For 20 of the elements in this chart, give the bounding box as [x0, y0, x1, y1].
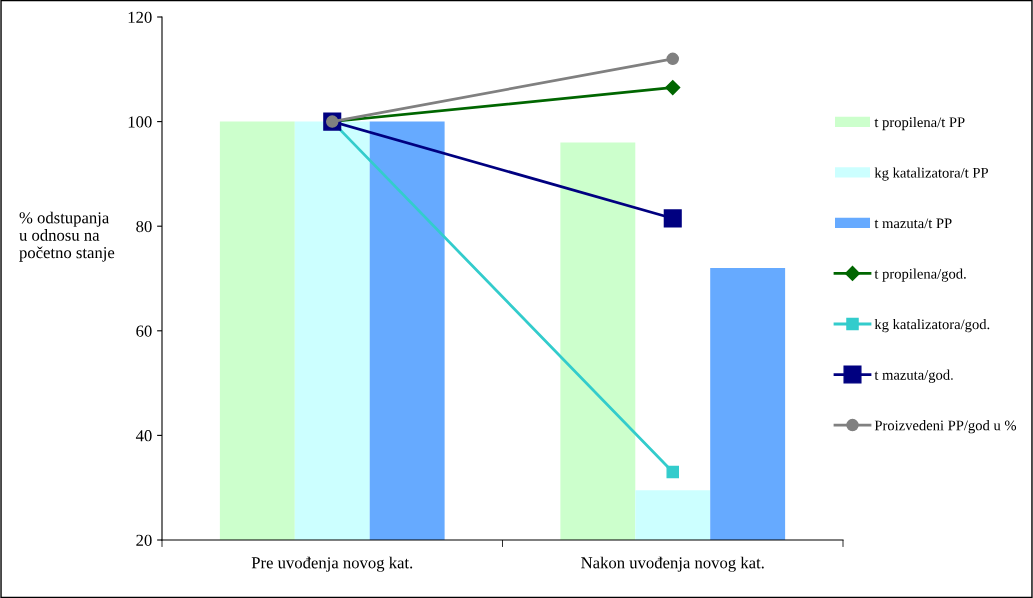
y-tick-label: 80 — [136, 220, 152, 233]
y-axis-title: % odstupanja u odnosu na početno stanje — [19, 211, 115, 262]
point — [663, 209, 682, 228]
legend-label: kg katalizatora/god. — [874, 318, 990, 333]
x-tick-label: Pre uvođenja novog kat. — [251, 556, 413, 572]
y-tick-label: 100 — [128, 116, 152, 128]
legend-label: Proizvedeni PP/god u % — [874, 420, 1017, 434]
y-tick-label: 120 — [128, 11, 152, 23]
legend-label: kg katalizatora/t PP — [874, 167, 988, 181]
point — [666, 52, 680, 66]
point — [665, 80, 681, 96]
x-tick-label: Nakon uvođenja novog kat. — [581, 556, 764, 572]
legend-label: t propilena/t PP — [874, 116, 965, 131]
legend-label: t mazuta/god. — [874, 369, 953, 383]
point — [666, 465, 680, 479]
y-tick-label: 20 — [136, 534, 152, 546]
y-tick-label: 60 — [136, 325, 152, 337]
y-tick-label: 40 — [135, 430, 152, 442]
legend-label: t propilena/god. — [874, 268, 966, 282]
legend-label: t mazuta/t PP — [874, 218, 952, 229]
